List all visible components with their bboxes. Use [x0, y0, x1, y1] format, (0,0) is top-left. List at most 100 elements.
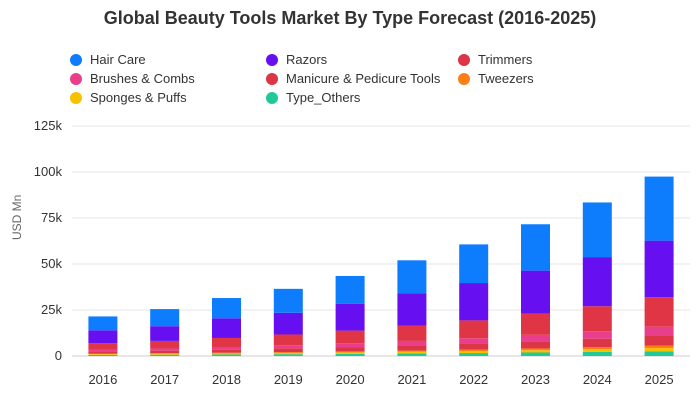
bar-segment[interactable]: [88, 349, 118, 352]
bar-segment[interactable]: [273, 288, 303, 313]
legend-item-hair-care[interactable]: Hair Care: [70, 52, 146, 67]
bar-segment[interactable]: [459, 351, 489, 354]
bar-segment[interactable]: [521, 334, 550, 342]
bar-segment[interactable]: [335, 343, 365, 348]
bar-segment[interactable]: [335, 351, 365, 353]
bar-segment[interactable]: [582, 331, 612, 339]
bar-segment[interactable]: [335, 275, 365, 304]
bar-segment[interactable]: [150, 350, 180, 354]
bar-stack-2022[interactable]: [459, 244, 489, 356]
bar-segment[interactable]: [212, 298, 241, 319]
bar-segment[interactable]: [88, 343, 118, 350]
bar-segment[interactable]: [335, 330, 365, 344]
bar-segment[interactable]: [397, 293, 427, 326]
bar-stack-2020[interactable]: [335, 275, 365, 356]
bar-segment[interactable]: [521, 352, 550, 356]
bar-segment[interactable]: [397, 325, 427, 341]
legend-item-tweezers[interactable]: Tweezers: [458, 71, 534, 86]
bar-segment[interactable]: [644, 297, 674, 327]
bar-stack-2025[interactable]: [644, 176, 674, 356]
bar-segment[interactable]: [88, 351, 118, 354]
bar-segment[interactable]: [335, 347, 365, 352]
bar-segment[interactable]: [644, 335, 674, 346]
bar-segment[interactable]: [88, 354, 118, 356]
bar-segment[interactable]: [212, 353, 241, 355]
bar-segment[interactable]: [273, 312, 303, 335]
bar-segment[interactable]: [150, 326, 180, 341]
bar-segment[interactable]: [273, 352, 303, 355]
bar-stack-2016[interactable]: [88, 316, 118, 356]
bar-stack-2017[interactable]: [150, 309, 180, 356]
bar-segment[interactable]: [644, 326, 674, 336]
bar-segment[interactable]: [459, 244, 489, 284]
bar-segment[interactable]: [521, 350, 550, 353]
bar-segment[interactable]: [397, 350, 427, 352]
legend-swatch-hair-care: [70, 53, 82, 66]
bar-segment[interactable]: [212, 352, 241, 354]
bar-segment[interactable]: [335, 352, 365, 354]
bar-segment[interactable]: [88, 354, 118, 355]
bar-segment[interactable]: [212, 337, 241, 347]
bar-segment[interactable]: [212, 318, 241, 338]
bar-segment[interactable]: [335, 303, 365, 331]
bar-segment[interactable]: [582, 257, 612, 307]
bar-segment[interactable]: [459, 353, 489, 356]
bar-segment[interactable]: [273, 352, 303, 353]
bar-segment[interactable]: [212, 349, 241, 353]
bar-segment[interactable]: [459, 320, 489, 339]
bar-segment[interactable]: [459, 338, 489, 344]
bar-segment[interactable]: [582, 338, 612, 348]
bar-segment[interactable]: [150, 354, 180, 356]
bar-stack-2023[interactable]: [521, 224, 550, 356]
legend-item-razors[interactable]: Razors: [266, 52, 327, 67]
bar-segment[interactable]: [273, 345, 303, 349]
y-tick-label: 0: [55, 348, 62, 363]
bar-segment[interactable]: [212, 346, 241, 350]
bar-segment[interactable]: [459, 283, 489, 321]
legend-item-trimmers[interactable]: Trimmers: [458, 52, 532, 67]
bar-segment[interactable]: [397, 353, 427, 356]
bar-segment[interactable]: [397, 351, 427, 354]
bar-segment[interactable]: [88, 353, 118, 355]
bar-segment[interactable]: [644, 240, 674, 298]
bar-segment[interactable]: [644, 348, 674, 352]
bar-segment[interactable]: [521, 313, 550, 335]
bar-stack-2019[interactable]: [273, 288, 303, 356]
bar-segment[interactable]: [397, 260, 427, 294]
bar-segment[interactable]: [88, 316, 118, 331]
bar-stack-2021[interactable]: [397, 260, 427, 356]
bar-segment[interactable]: [150, 348, 180, 351]
bar-segment[interactable]: [459, 343, 489, 350]
legend-item-type-others[interactable]: Type_Others: [266, 90, 360, 105]
bar-segment[interactable]: [88, 330, 118, 344]
bar-segment[interactable]: [150, 340, 180, 349]
bar-segment[interactable]: [273, 348, 303, 353]
bar-segment[interactable]: [582, 347, 612, 350]
legend-item-manicure-pedicure-tools[interactable]: Manicure & Pedicure Tools: [266, 71, 440, 86]
bar-segment[interactable]: [644, 176, 674, 241]
bar-segment[interactable]: [212, 354, 241, 356]
bar-segment[interactable]: [273, 354, 303, 356]
bar-segment[interactable]: [150, 353, 180, 355]
legend-item-sponges-puffs[interactable]: Sponges & Puffs: [70, 90, 187, 105]
bar-segment[interactable]: [582, 351, 612, 356]
bar-stack-2024[interactable]: [582, 202, 612, 356]
bar-stack-2018[interactable]: [212, 298, 241, 356]
bar-segment[interactable]: [150, 353, 180, 354]
bar-segment[interactable]: [273, 334, 303, 346]
bar-segment[interactable]: [335, 353, 365, 356]
bar-segment[interactable]: [459, 349, 489, 352]
bar-segment[interactable]: [521, 270, 550, 314]
bar-segment[interactable]: [644, 351, 674, 356]
bar-segment[interactable]: [521, 348, 550, 351]
bar-segment[interactable]: [397, 345, 427, 351]
bar-segment[interactable]: [582, 202, 612, 258]
bar-segment[interactable]: [150, 309, 180, 327]
bar-segment[interactable]: [397, 340, 427, 346]
bar-segment[interactable]: [521, 341, 550, 349]
bar-segment[interactable]: [521, 224, 550, 271]
bar-segment[interactable]: [582, 306, 612, 332]
legend-item-brushes-combs[interactable]: Brushes & Combs: [70, 71, 195, 86]
bar-segment[interactable]: [582, 349, 612, 352]
bar-segment[interactable]: [644, 345, 674, 349]
